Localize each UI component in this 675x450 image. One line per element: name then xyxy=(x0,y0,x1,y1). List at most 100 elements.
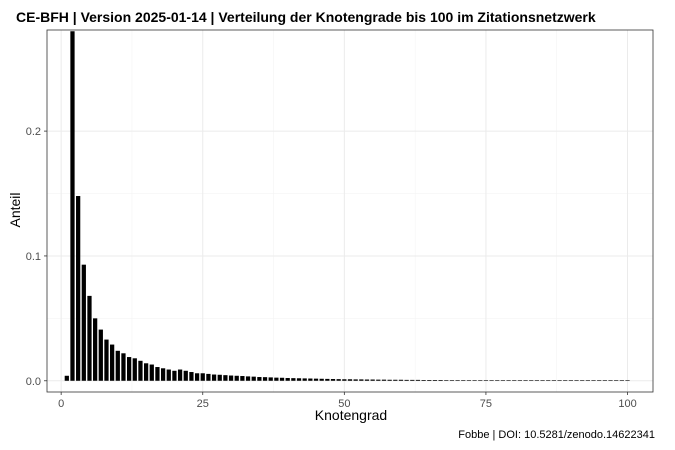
bar xyxy=(478,380,483,381)
bar xyxy=(166,369,171,381)
minor-gridlines xyxy=(47,30,653,392)
bar xyxy=(217,374,222,381)
bar xyxy=(466,380,472,381)
bar xyxy=(262,377,268,381)
x-tick-label: 75 xyxy=(480,398,492,410)
bar xyxy=(313,378,319,381)
bar xyxy=(274,377,279,381)
bar xyxy=(342,379,347,381)
bar xyxy=(126,357,132,381)
bar xyxy=(432,380,438,381)
bar xyxy=(427,380,432,381)
bar xyxy=(597,380,602,381)
bar xyxy=(370,379,375,381)
x-axis: 0 25 50 75 100 xyxy=(58,392,637,410)
bar xyxy=(155,367,160,381)
chart-title: CE-BFH | Version 2025-01-14 | Verteilung… xyxy=(16,9,596,25)
bar xyxy=(563,380,568,381)
bar xyxy=(206,373,211,381)
y-tick-label: 0.2 xyxy=(26,126,41,138)
bar xyxy=(438,380,443,381)
bar xyxy=(608,380,613,381)
bar xyxy=(364,379,370,381)
y-axis-title: Anteil xyxy=(7,192,23,227)
bar xyxy=(110,344,115,381)
bar xyxy=(228,375,234,381)
bar xyxy=(93,318,98,381)
bar xyxy=(574,380,579,381)
bar xyxy=(381,379,387,381)
bar xyxy=(115,350,120,381)
bar xyxy=(330,379,336,381)
bar xyxy=(359,379,364,381)
bar xyxy=(591,380,596,381)
y-tick-label: 0.1 xyxy=(26,251,41,263)
bar xyxy=(489,380,494,381)
bar xyxy=(268,377,273,381)
bar xyxy=(619,380,624,381)
bar xyxy=(251,376,256,381)
bar xyxy=(540,380,545,381)
bar xyxy=(534,380,540,381)
bar xyxy=(546,380,551,381)
bar xyxy=(325,378,330,381)
bar xyxy=(257,377,262,381)
bar xyxy=(98,329,103,381)
bar xyxy=(421,380,426,381)
bar xyxy=(223,375,228,381)
bar xyxy=(568,380,574,381)
bar xyxy=(132,358,137,381)
bar xyxy=(517,380,523,381)
bar xyxy=(506,380,511,381)
x-tick-label: 25 xyxy=(197,398,209,410)
x-tick-label: 100 xyxy=(618,398,636,410)
y-tick-label: 0.0 xyxy=(26,376,41,388)
bar xyxy=(410,379,415,381)
bar xyxy=(455,380,460,381)
bar xyxy=(602,380,607,381)
bar xyxy=(302,378,307,381)
bar xyxy=(404,379,409,381)
bar xyxy=(551,380,557,381)
bar xyxy=(104,339,109,381)
bar xyxy=(336,379,341,381)
bar xyxy=(177,369,183,381)
bar xyxy=(194,373,200,381)
bar xyxy=(529,380,534,381)
bar xyxy=(234,375,239,381)
bar xyxy=(64,375,69,381)
bar xyxy=(149,364,154,381)
bar xyxy=(279,377,285,381)
bar xyxy=(319,378,324,381)
bar xyxy=(245,376,251,381)
bar xyxy=(121,353,126,381)
bar xyxy=(189,372,194,381)
bar xyxy=(512,380,517,381)
x-tick-label: 0 xyxy=(58,398,64,410)
bar xyxy=(449,380,455,381)
y-axis: 0.0 0.1 0.2 xyxy=(26,126,47,388)
bar xyxy=(143,363,149,381)
bar xyxy=(211,374,217,381)
x-tick-label: 50 xyxy=(338,398,350,410)
bar xyxy=(138,360,143,381)
bar xyxy=(291,378,296,381)
bar xyxy=(387,379,392,381)
bar xyxy=(557,380,562,381)
x-axis-title: Knotengrad xyxy=(315,407,387,423)
bar xyxy=(461,380,466,381)
bar xyxy=(376,379,381,381)
bar xyxy=(523,380,528,381)
bar xyxy=(614,380,619,381)
bar xyxy=(240,376,245,381)
bar xyxy=(200,373,205,381)
bar xyxy=(285,378,290,381)
bar xyxy=(70,31,75,381)
bar xyxy=(472,380,477,381)
bar xyxy=(160,368,166,381)
panel-border xyxy=(46,29,654,393)
bar xyxy=(76,196,81,381)
bar xyxy=(347,379,353,381)
bar xyxy=(585,380,590,381)
